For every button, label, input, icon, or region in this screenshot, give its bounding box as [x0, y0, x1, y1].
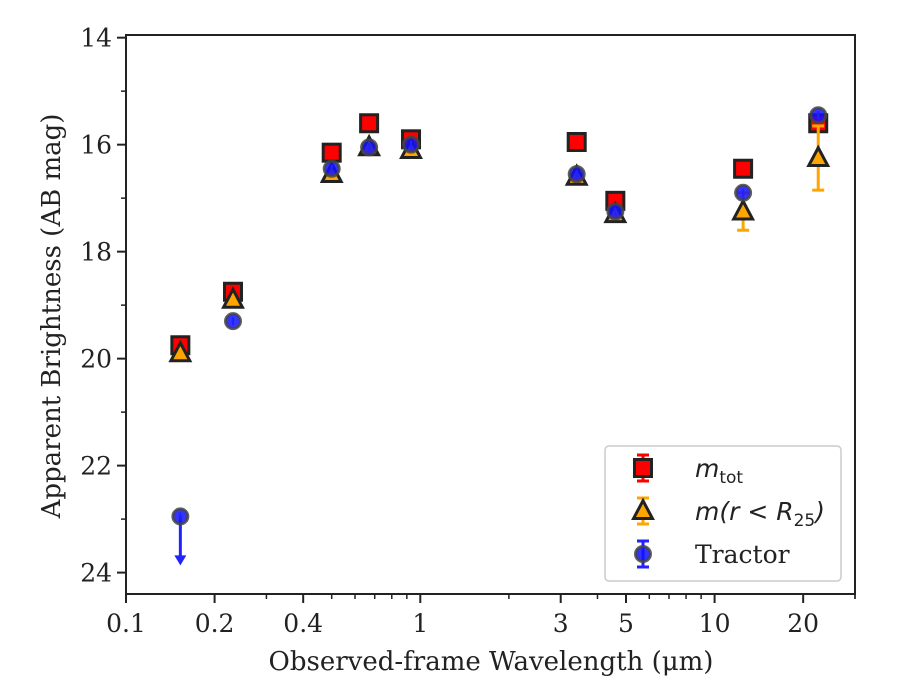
y-tick-label: 22 — [80, 452, 112, 481]
plot-frame — [125, 34, 856, 595]
x-tick-label: 3 — [553, 609, 569, 638]
legend-entry: m(r < R25) — [631, 496, 825, 531]
x-tick-label: 0.4 — [283, 609, 323, 638]
legend-label: m(r < R25) — [695, 497, 825, 531]
y-tick-label: 18 — [80, 238, 112, 267]
y-axis-label: Apparent Brightness (AB mag) — [37, 114, 67, 520]
legend-entry: Tractor — [634, 539, 790, 569]
legend-square-marker — [633, 458, 653, 478]
legend-label: Tractor — [695, 540, 790, 569]
x-tick-label: 10 — [699, 609, 731, 638]
x-tick-label: 0.1 — [106, 609, 146, 638]
x-tick-label: 1 — [412, 609, 428, 638]
y-tick-label: 20 — [80, 345, 112, 374]
series-tractor — [171, 106, 828, 566]
triangle-marker — [221, 286, 245, 309]
y-tick-label: 16 — [80, 131, 112, 160]
y-tick-label: 14 — [80, 24, 112, 53]
axes: 14 16 18 20 22 24 0.1 0.2 0.4 1 3 5 10 20 — [80, 24, 856, 638]
x-axis-label: Observed-frame Wavelength (μm) — [269, 647, 714, 677]
triangle-marker — [806, 144, 831, 167]
plot-area — [168, 106, 831, 566]
x-tick-label: 5 — [618, 609, 634, 638]
legend-entry: mtot — [633, 453, 743, 488]
legend-triangle-marker — [631, 497, 655, 520]
x-tick-label: 0.2 — [195, 609, 235, 638]
upper-limit-arrowhead — [174, 555, 187, 566]
square-marker — [359, 113, 380, 134]
legend-box — [604, 445, 842, 582]
triangle-marker — [731, 197, 756, 221]
legend: mtot m(r < R25) Tractor — [604, 445, 842, 582]
legend-label: mtot — [695, 454, 743, 488]
series-m-tot — [170, 113, 829, 356]
square-marker — [566, 131, 587, 152]
square-marker — [733, 158, 754, 179]
square-marker — [321, 142, 342, 163]
y-tick-label: 24 — [80, 559, 112, 588]
x-tick-label: 20 — [787, 609, 819, 638]
series-m-r-r-25 — [168, 124, 831, 363]
legend-circle-marker — [634, 545, 652, 563]
triangle-marker — [168, 339, 193, 363]
